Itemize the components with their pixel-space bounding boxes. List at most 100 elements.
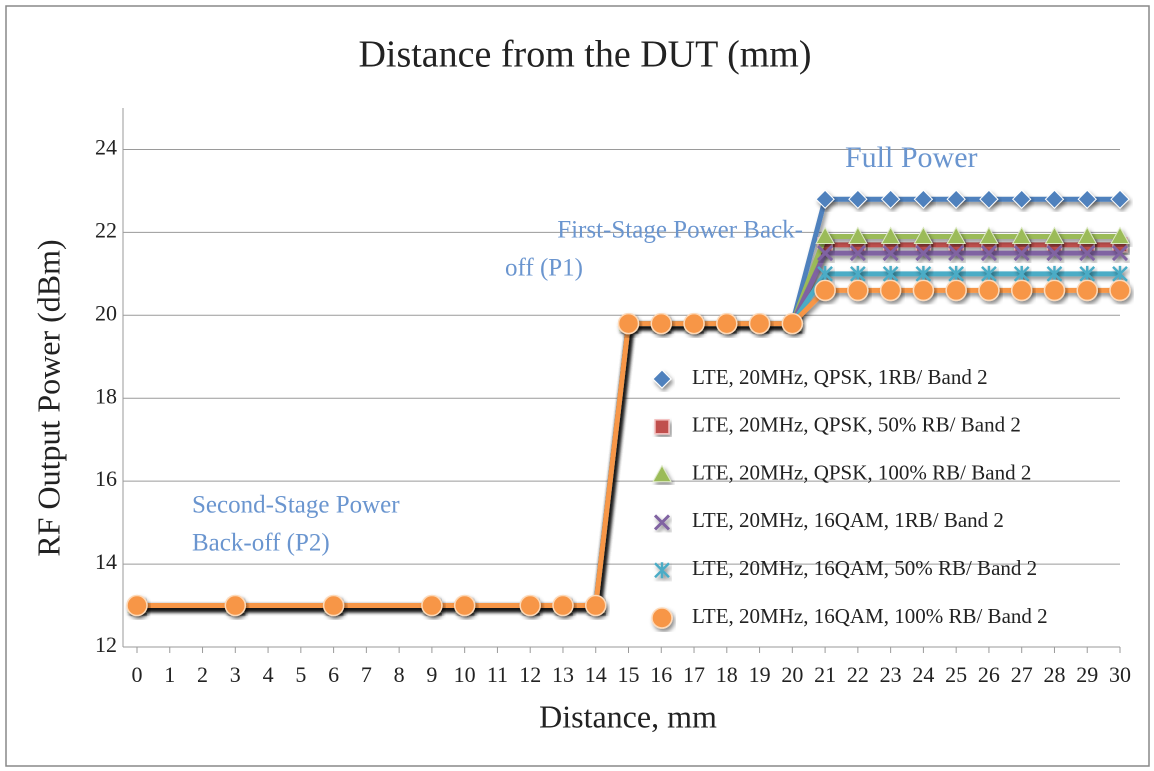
- marker: [716, 312, 738, 335]
- marker: [1110, 226, 1130, 245]
- marker: [1077, 226, 1098, 245]
- marker: [817, 265, 833, 282]
- marker: [126, 594, 148, 617]
- marker: [1044, 226, 1065, 245]
- annotation: Second-Stage Power: [192, 492, 400, 519]
- x-tick-label: 14: [585, 662, 607, 687]
- marker: [913, 189, 934, 209]
- marker: [849, 245, 866, 262]
- marker: [683, 312, 705, 335]
- marker: [1077, 189, 1097, 209]
- x-tick-label: 27: [1011, 662, 1033, 687]
- series: [126, 279, 1131, 617]
- annotation: off (P1): [505, 255, 583, 282]
- marker: [1111, 245, 1129, 262]
- marker: [224, 594, 247, 617]
- legend-label: LTE, 20MHz, 16QAM, 100% RB/ Band 2: [692, 604, 1048, 628]
- x-tick-label: 30: [1109, 662, 1131, 687]
- x-tick-label: 18: [716, 662, 738, 687]
- legend-label: LTE, 20MHz, QPSK, 50% RB/ Band 2: [692, 413, 1021, 437]
- marker: [1013, 265, 1030, 282]
- x-tick-label: 23: [880, 662, 902, 687]
- marker: [1046, 245, 1063, 262]
- marker: [1079, 265, 1096, 282]
- marker: [322, 594, 345, 617]
- marker: [945, 279, 967, 302]
- y-tick-label: 16: [95, 466, 117, 491]
- marker: [1011, 189, 1032, 209]
- marker: [849, 265, 866, 282]
- x-tick-label: 7: [361, 662, 372, 687]
- marker: [880, 226, 901, 245]
- marker: [817, 245, 834, 262]
- marker: [1110, 189, 1130, 209]
- x-axis-label: Distance, mm: [539, 698, 717, 734]
- x-tick-label: 9: [426, 662, 437, 687]
- marker: [981, 265, 997, 282]
- marker: [879, 279, 902, 302]
- marker: [453, 594, 476, 617]
- x-tick-label: 3: [230, 662, 241, 687]
- x-tick-label: 15: [618, 662, 640, 687]
- x-tick-label: 20: [781, 662, 803, 687]
- marker: [1112, 265, 1128, 282]
- x-tick-label: 6: [328, 662, 339, 687]
- marker: [651, 607, 673, 629]
- x-tick-label: 22: [847, 662, 869, 687]
- x-tick-label: 8: [394, 662, 405, 687]
- marker: [948, 245, 965, 262]
- x-tick-label: 0: [132, 662, 143, 687]
- marker: [946, 189, 966, 209]
- marker: [979, 189, 999, 209]
- x-tick-label: 24: [912, 662, 934, 687]
- x-tick-label: 5: [295, 662, 306, 687]
- marker: [815, 226, 835, 245]
- marker: [915, 245, 932, 262]
- marker: [1076, 279, 1098, 302]
- marker: [654, 419, 670, 435]
- marker: [946, 226, 967, 245]
- marker: [584, 594, 607, 617]
- marker: [848, 189, 868, 209]
- marker: [915, 265, 932, 282]
- chart-frame: [5, 5, 1150, 767]
- x-tick-label: 1: [164, 662, 175, 687]
- x-tick-label: 12: [519, 662, 541, 687]
- marker: [815, 189, 835, 209]
- marker: [652, 464, 672, 483]
- legend-label: LTE, 20MHz, 16QAM, 50% RB/ Band 2: [692, 556, 1037, 580]
- marker: [848, 226, 868, 245]
- marker: [652, 369, 672, 389]
- marker: [1079, 245, 1096, 262]
- x-tick-label: 16: [650, 662, 672, 687]
- x-tick-label: 11: [487, 662, 508, 687]
- marker: [1109, 279, 1131, 302]
- y-tick-label: 20: [95, 300, 117, 325]
- y-tick-label: 12: [95, 632, 117, 657]
- marker: [1046, 265, 1063, 282]
- y-tick-label: 22: [95, 217, 117, 242]
- marker: [519, 594, 541, 617]
- marker: [1010, 279, 1033, 302]
- marker: [882, 265, 899, 282]
- legend-label: LTE, 20MHz, QPSK, 1RB/ Band 2: [692, 365, 988, 389]
- marker: [653, 514, 671, 531]
- legend-label: LTE, 20MHz, QPSK, 100% RB/ Band 2: [692, 460, 1031, 484]
- marker: [552, 594, 574, 617]
- x-tick-label: 29: [1076, 662, 1098, 687]
- marker: [912, 279, 935, 302]
- marker: [847, 279, 869, 302]
- annotation: Back-off (P2): [192, 530, 330, 557]
- marker: [913, 226, 934, 245]
- marker: [948, 265, 965, 282]
- x-tick-label: 28: [1043, 662, 1065, 687]
- marker: [1011, 226, 1032, 245]
- x-tick-label: 4: [263, 662, 274, 687]
- x-tick-label: 10: [454, 662, 476, 687]
- marker: [1013, 245, 1030, 262]
- annotation: First-Stage Power Back-: [557, 217, 803, 244]
- x-tick-label: 21: [814, 662, 836, 687]
- x-tick-label: 17: [683, 662, 705, 687]
- x-tick-label: 26: [978, 662, 1000, 687]
- marker: [880, 189, 901, 209]
